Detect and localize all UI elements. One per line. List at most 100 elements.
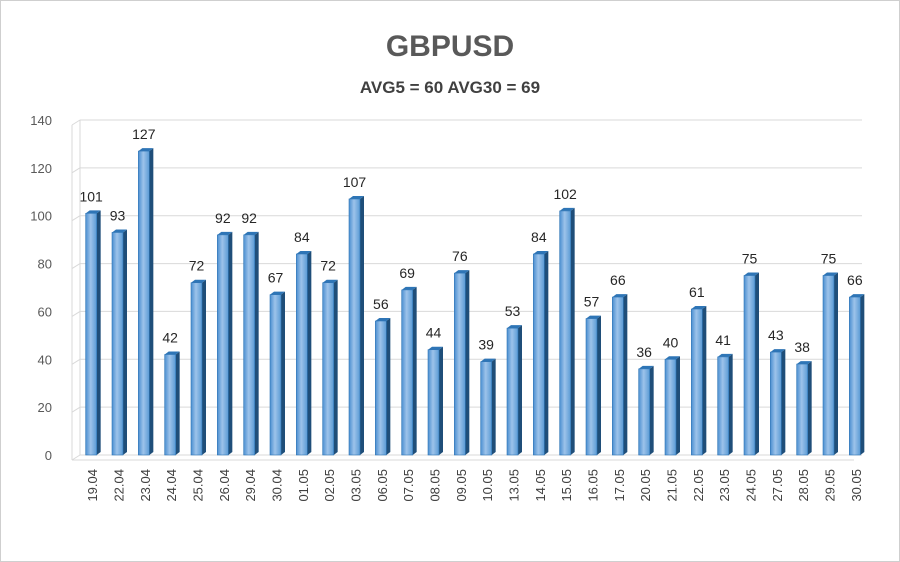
y-tick-label: 100 (30, 209, 52, 224)
grid-line-diag (71, 454, 81, 461)
label-layer: 0 20 40 60 80 100 120 140 101 19.04 93 22.04 127 23.0… (30, 113, 864, 502)
bar (427, 349, 440, 456)
bar (296, 253, 308, 456)
bar-side (360, 195, 364, 455)
data-label: 84 (294, 229, 310, 245)
bar-side (491, 358, 496, 455)
bar-side (386, 318, 391, 455)
bar (85, 213, 97, 456)
bar-top (744, 272, 759, 276)
grid-line-diag (71, 215, 81, 222)
bar-side (175, 351, 180, 455)
bar-top (480, 358, 496, 362)
bar-side (702, 306, 707, 455)
x-tick-label: 28.05 (796, 469, 811, 502)
bar-top (717, 353, 733, 357)
data-label: 36 (636, 344, 652, 360)
y-tick-label: 20 (38, 400, 52, 415)
bar (822, 275, 835, 456)
bar-layer (85, 148, 865, 456)
data-label: 43 (768, 327, 784, 343)
data-label: 41 (715, 332, 731, 348)
bar-top (164, 351, 180, 355)
x-tick-label: 06.05 (375, 469, 390, 502)
bar-side (96, 210, 101, 455)
bar-side (676, 356, 680, 455)
data-label: 93 (110, 207, 126, 223)
bar-top (191, 279, 206, 283)
data-label: 53 (505, 303, 521, 319)
data-label: 56 (373, 296, 389, 312)
bar (138, 150, 150, 456)
bar (533, 253, 545, 456)
grid-line-diag (71, 263, 81, 269)
bar-top (849, 294, 865, 298)
bar (743, 275, 756, 456)
grid-line-diag (71, 406, 81, 413)
x-tick-label: 24.05 (744, 469, 759, 502)
bar (322, 282, 334, 456)
bar (190, 282, 203, 456)
x-tick-label: 24.04 (164, 469, 179, 502)
x-tick-label: 02.05 (322, 469, 337, 502)
bar (401, 289, 413, 456)
bar (664, 358, 677, 456)
x-tick-label: 14.05 (533, 469, 548, 502)
y-tick-label: 120 (30, 161, 52, 176)
bar (559, 210, 571, 456)
data-label: 69 (399, 265, 415, 281)
chart-subtitle: AVG5 = 60 AVG30 = 69 (359, 78, 541, 97)
bar-top (823, 272, 838, 276)
bar (480, 361, 492, 456)
bar-top (665, 356, 680, 360)
x-tick-label: 22.05 (691, 469, 706, 502)
data-label: 92 (241, 210, 257, 226)
data-label: 42 (162, 330, 178, 346)
bar-side (649, 365, 654, 455)
data-label: 61 (689, 284, 705, 300)
x-tick-label: 22.04 (112, 469, 127, 502)
bar-top (559, 207, 575, 211)
x-tick-label: 15.05 (559, 469, 574, 502)
bar (375, 320, 387, 456)
bar-side (333, 279, 338, 455)
grid-line-diag (71, 358, 81, 365)
bar (612, 296, 624, 456)
bar-top (796, 361, 812, 365)
bar-side (281, 291, 285, 455)
bar-side (465, 270, 470, 455)
grid-line-diag (71, 311, 81, 317)
bar-top (322, 279, 338, 283)
bar-side (254, 231, 259, 455)
data-label: 127 (132, 126, 156, 142)
bar-side (518, 325, 522, 455)
bar-side (570, 207, 575, 455)
data-label: 101 (79, 188, 103, 204)
data-label: 75 (742, 251, 758, 267)
data-label: 39 (478, 337, 494, 353)
bar-top (243, 231, 259, 235)
bar-top (349, 195, 364, 199)
bar (164, 354, 176, 456)
bar (111, 232, 124, 456)
bar-side (544, 251, 549, 455)
bar (691, 308, 703, 456)
data-label: 66 (610, 272, 626, 288)
grid-line-diag (71, 119, 81, 126)
x-tick-label: 30.05 (849, 469, 864, 502)
bar (849, 296, 861, 456)
x-tick-label: 29.04 (243, 469, 258, 502)
bar (454, 272, 466, 456)
x-tick-label: 30.04 (270, 469, 285, 502)
data-label: 72 (320, 258, 336, 274)
bar (717, 356, 729, 456)
bar-side (123, 229, 127, 455)
data-label: 92 (215, 210, 231, 226)
data-label: 84 (531, 229, 547, 245)
data-label: 57 (584, 294, 600, 310)
data-label: 76 (452, 248, 468, 264)
bar-side (860, 294, 865, 455)
bar-top (454, 270, 470, 274)
data-label: 102 (553, 186, 577, 202)
